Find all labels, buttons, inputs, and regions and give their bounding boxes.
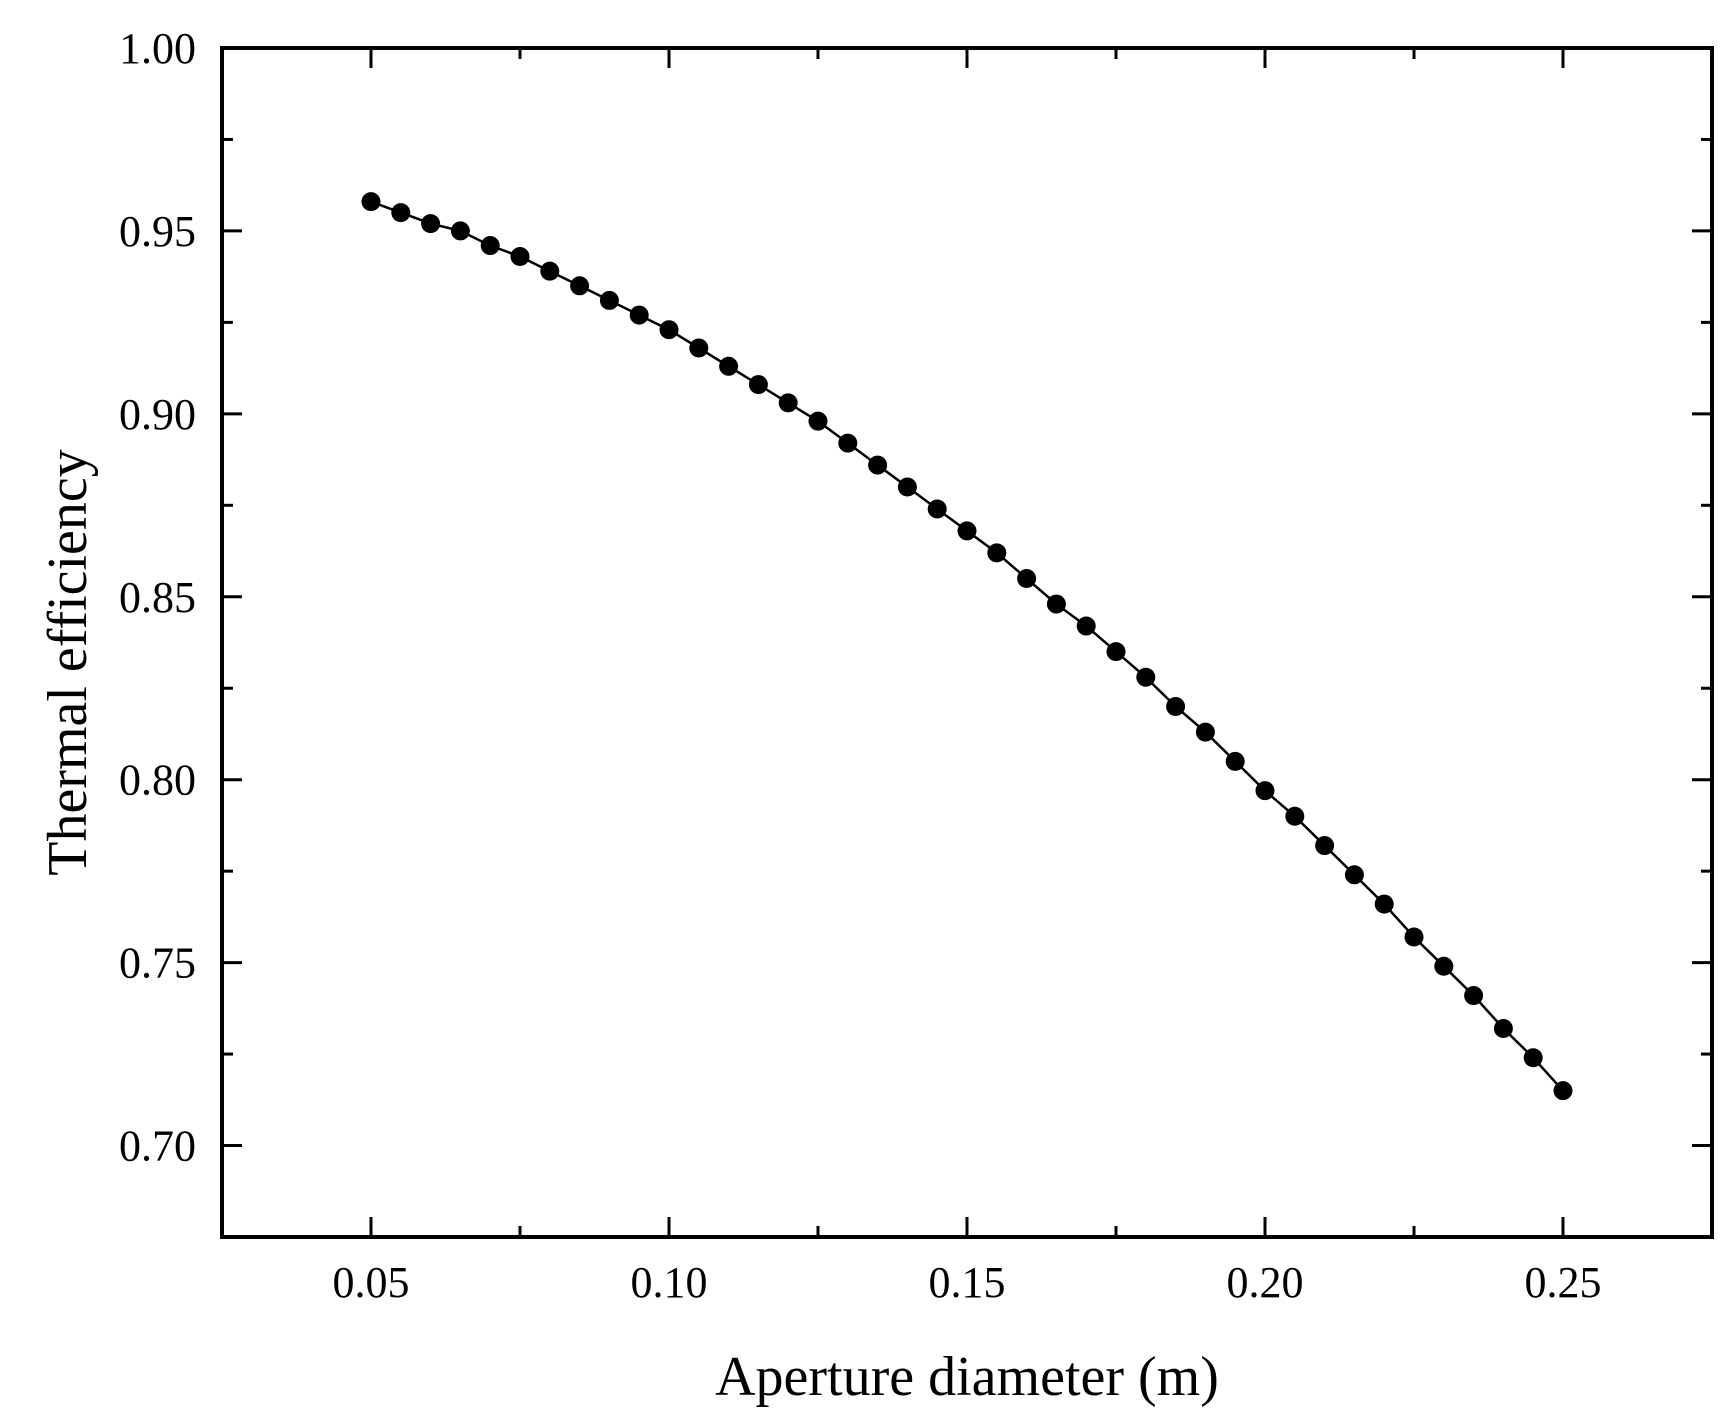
x-tick-label: 0.20 [1227, 1258, 1304, 1307]
series-line [370, 200, 1564, 1092]
data-point [1434, 956, 1454, 976]
x-tick-label: 0.15 [929, 1258, 1006, 1307]
data-point [838, 433, 858, 453]
y-tick-label: 0.85 [119, 573, 196, 622]
data-point [927, 499, 947, 519]
data-point [1106, 642, 1126, 662]
x-tick-label: 0.05 [333, 1258, 410, 1307]
data-point [361, 192, 381, 212]
data-point [689, 338, 709, 358]
data-point [1464, 986, 1484, 1006]
data-point [1344, 865, 1364, 885]
data-points [361, 192, 1573, 1101]
data-point [1166, 697, 1186, 717]
data-point [480, 236, 500, 256]
data-point [897, 477, 917, 497]
data-point [421, 214, 441, 234]
data-point [599, 290, 619, 310]
data-point [1046, 594, 1066, 614]
axis-tick-labels: 0.05 0.10 0.15 0.20 0.25 0.70 0.75 0.80 0.85 0.90… [119, 24, 1602, 1307]
y-tick-label: 0.75 [119, 939, 196, 988]
y-tick-label: 0.70 [119, 1122, 196, 1171]
axis-ticks [220, 46, 1714, 1239]
data-point [868, 455, 888, 475]
data-point [719, 356, 739, 376]
data-point [778, 393, 798, 413]
y-tick-label: 0.90 [119, 390, 196, 439]
data-point [957, 521, 977, 541]
y-axis-title: Thermal efficiency [37, 449, 99, 876]
data-point [629, 305, 649, 325]
data-point [1493, 1018, 1513, 1038]
data-point [1136, 667, 1156, 687]
data-point [1374, 894, 1394, 914]
data-point [1315, 836, 1335, 856]
data-point [1404, 927, 1424, 947]
data-point [808, 411, 828, 431]
y-tick-label: 0.95 [119, 207, 196, 256]
data-point [540, 261, 560, 281]
x-axis-title: Aperture diameter (m) [715, 1346, 1219, 1408]
data-point [748, 375, 768, 395]
data-point [1017, 568, 1037, 588]
data-point [391, 203, 411, 223]
data-point [510, 247, 530, 267]
x-tick-label: 0.25 [1525, 1258, 1602, 1307]
data-point [1195, 722, 1215, 742]
data-point [1076, 616, 1096, 636]
data-point [450, 221, 470, 241]
data-point [659, 320, 679, 340]
data-point [1285, 806, 1305, 826]
y-tick-label: 0.80 [119, 756, 196, 805]
data-point [1225, 751, 1245, 771]
data-point [987, 543, 1007, 563]
x-tick-label: 0.10 [631, 1258, 708, 1307]
data-point [1255, 781, 1275, 801]
y-tick-label: 1.00 [119, 24, 196, 73]
data-point [570, 276, 590, 296]
data-point [1553, 1081, 1573, 1101]
data-point [1523, 1048, 1543, 1068]
